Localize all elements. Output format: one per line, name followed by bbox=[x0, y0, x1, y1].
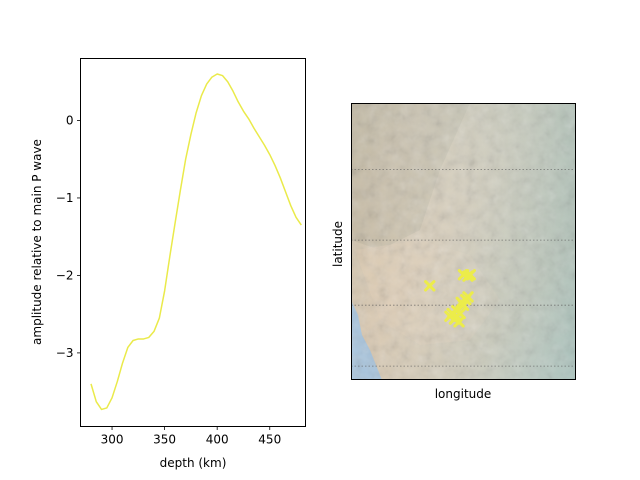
map-y-axis-label: latitude bbox=[331, 221, 345, 267]
y-tick-label: 0 bbox=[66, 113, 74, 127]
event-marker-stroke bbox=[453, 316, 465, 328]
event-marker bbox=[424, 280, 436, 292]
event-marker bbox=[444, 310, 456, 322]
depth-amplitude-chart: 300 350 400 450 0 −1 −2 −3 depth (km) amplitud… bbox=[30, 58, 306, 470]
map-x-axis-label: longitude bbox=[435, 387, 492, 401]
x-tick-label: 350 bbox=[153, 433, 176, 447]
event-marker-stroke bbox=[424, 280, 436, 292]
event-marker bbox=[457, 299, 470, 311]
line-chart-frame bbox=[80, 58, 306, 427]
y-tick-label: −2 bbox=[56, 268, 74, 282]
event-markers bbox=[424, 269, 476, 328]
x-axis-label: depth (km) bbox=[160, 456, 227, 470]
y-axis-ticks: 0 −1 −2 −3 bbox=[56, 113, 81, 360]
event-marker-stroke bbox=[454, 307, 466, 320]
y-axis-label: amplitude relative to main P wave bbox=[30, 139, 44, 345]
event-marker-stroke bbox=[457, 299, 470, 311]
line-series-0 bbox=[90, 73, 302, 411]
x-axis-ticks: 300 350 400 450 bbox=[101, 426, 281, 447]
event-marker-stroke bbox=[444, 310, 456, 322]
relief-basemap bbox=[351, 103, 576, 380]
map-frame bbox=[351, 103, 576, 380]
x-tick-label: 300 bbox=[101, 433, 124, 447]
event-marker bbox=[454, 307, 466, 320]
line-series-group bbox=[90, 73, 302, 411]
event-marker bbox=[464, 269, 476, 281]
y-tick-label: −1 bbox=[56, 191, 74, 205]
event-marker-stroke bbox=[464, 269, 476, 281]
x-tick-label: 450 bbox=[258, 433, 281, 447]
event-location-map: longitude latitude bbox=[331, 103, 576, 401]
x-tick-label: 400 bbox=[206, 433, 229, 447]
y-tick-label: −3 bbox=[56, 346, 74, 360]
